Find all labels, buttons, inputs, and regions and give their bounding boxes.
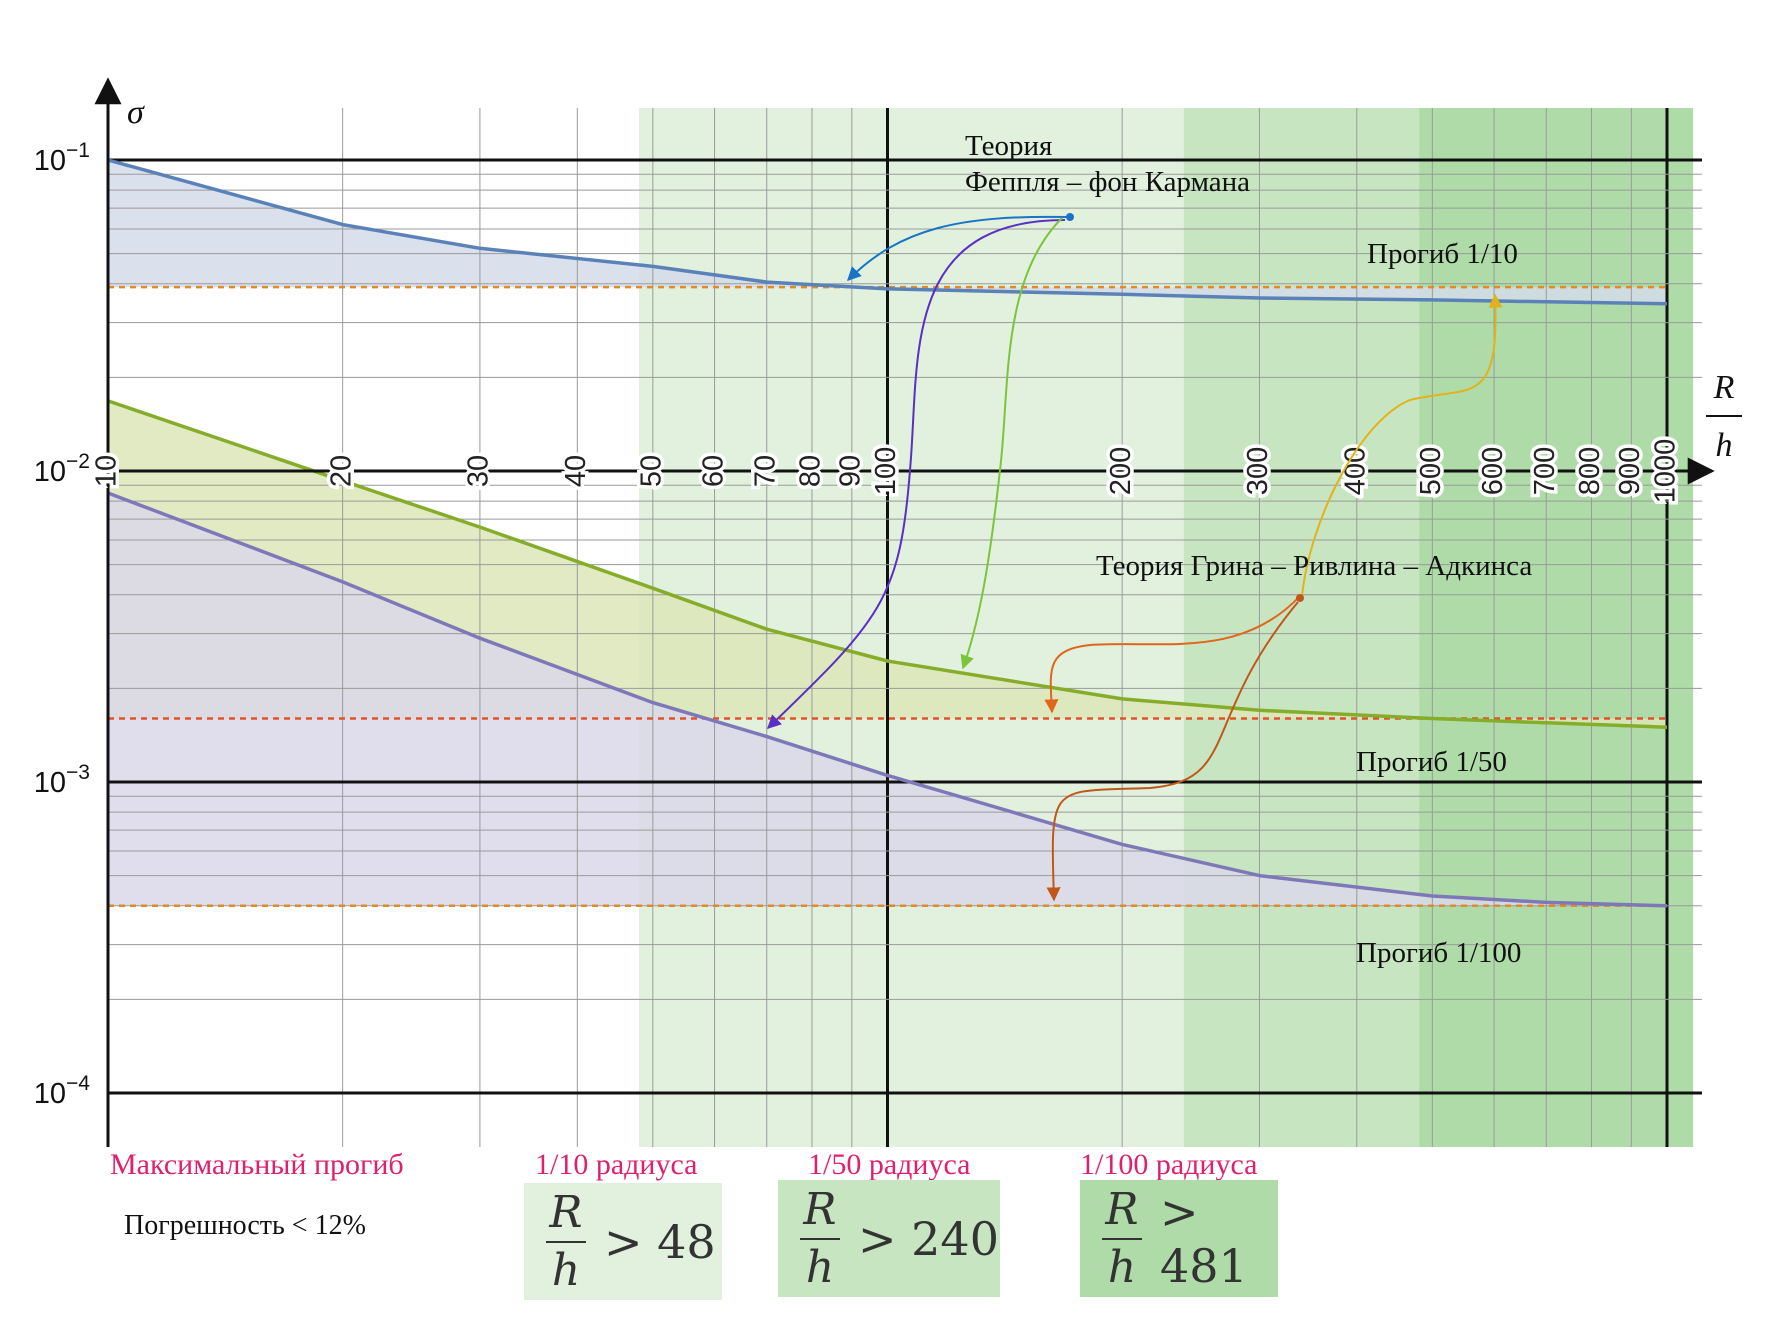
y-tick-label: 10−2 [34, 450, 90, 488]
annotations: Теория Феппля – фон Кармана Теория Грина… [965, 130, 1532, 969]
x-tick-label: 600 [1477, 447, 1509, 495]
x-tick-label: 800 [1574, 447, 1606, 495]
x-tick-label: 200 [1105, 447, 1137, 495]
grin-title: Теория Грина – Ривлина – Адкинса [1096, 550, 1532, 582]
x-axis-label-numerator: R [1713, 369, 1735, 406]
x-tick-label: 90 [834, 455, 866, 487]
fraction-denominator: h [805, 1241, 835, 1293]
formula-fraction: R h [1102, 1183, 1142, 1293]
x-tick-label: 1000 [1650, 439, 1682, 504]
series-line-0 [107, 158, 1668, 306]
x-tick-label: 20 [325, 455, 357, 487]
y-tick-label: 10−1 [34, 139, 90, 177]
y-axis-label: σ [127, 94, 145, 131]
x-tick-label: 100 [870, 447, 902, 495]
arrow-grg-to-1-10 [1301, 293, 1503, 597]
x-tick-label: 300 [1242, 447, 1274, 495]
series-fill-0 [108, 160, 1667, 304]
y-tick-label: 10−4 [34, 1072, 91, 1110]
max-deflection-caption: Максимальный прогиб [110, 1148, 404, 1181]
x-tick-label: 10 [91, 455, 123, 487]
x-tick-label: 60 [697, 455, 729, 487]
label-deflection-1-100: Прогиб 1/100 [1356, 937, 1521, 969]
formula-relation: > 48 [604, 1214, 716, 1269]
x-tick-label: 50 [635, 455, 667, 487]
fvk-title-line2: Феппля – фон Кармана [965, 166, 1250, 198]
formula-relation: > 481 [1160, 1184, 1248, 1293]
fraction-numerator: R [803, 1183, 837, 1235]
x-tick-label: 30 [463, 455, 495, 487]
series-fill-2 [108, 493, 1667, 906]
x-tick-labels: 10 20 30 40 50 60 70 80 90 100 200 300 400 500 600 700 8… [87, 435, 1685, 507]
fvk-title-line1: Теория [965, 130, 1052, 162]
arrow-fvk-to-1-50 [960, 217, 1063, 670]
fraction-bar [800, 1237, 840, 1240]
fraction-bar [1102, 1237, 1142, 1240]
annotation-arrows [766, 213, 1503, 902]
fraction-denominator: h [551, 1244, 581, 1296]
fraction-bar [546, 1240, 586, 1243]
case-caption-1-10: 1/10 радиуса [535, 1148, 698, 1181]
arrow-fvk-to-1-100 [766, 219, 1066, 729]
y-tick-labels: 10−1 10−2 10−3 10−4 [34, 139, 91, 1110]
series-line-2 [107, 491, 1668, 908]
formula-case-1-10: R h > 48 [524, 1183, 722, 1300]
x-tick-label: 80 [795, 455, 827, 487]
label-deflection-1-50: Прогиб 1/50 [1356, 746, 1507, 778]
y-tick-label: 10−3 [34, 761, 90, 799]
arrow-fvk-to-1-10 [847, 215, 1070, 281]
x-tick-label: 900 [1614, 447, 1646, 495]
fraction-numerator: R [1105, 1183, 1139, 1235]
fraction-numerator: R [549, 1186, 583, 1238]
formula-fraction: R h [546, 1186, 586, 1296]
label-deflection-1-10: Прогиб 1/10 [1367, 238, 1518, 270]
error-note: Погрешность < 12% [124, 1210, 366, 1241]
series-lines [107, 158, 1668, 908]
formula-case-1-50: R h > 240 [778, 1180, 1000, 1297]
x-tick-label: 500 [1415, 447, 1447, 495]
x-tick-label: 700 [1529, 447, 1561, 495]
grg-origin-dot [1296, 594, 1304, 602]
case-caption-1-100: 1/100 радиуса [1080, 1148, 1258, 1181]
x-axis-label-denominator: h [1716, 427, 1733, 464]
arrow-grg-to-1-100 [1046, 601, 1299, 902]
case-caption-1-50: 1/50 радиуса [808, 1148, 971, 1181]
region-2 [1419, 108, 1694, 1147]
formula-relation: > 240 [858, 1211, 999, 1266]
fraction-denominator: h [1107, 1241, 1137, 1293]
arrow-grg-to-1-50 [1044, 595, 1301, 714]
formula-case-1-100: R h > 481 [1080, 1180, 1278, 1297]
fvk-origin-dot [1066, 213, 1074, 221]
x-tick-label: 70 [749, 455, 781, 487]
x-tick-label: 40 [560, 455, 592, 487]
axis-symbols: σ R h [127, 94, 1742, 464]
confidence-regions [639, 108, 1694, 1147]
formula-fraction: R h [800, 1183, 840, 1293]
series-line-1 [107, 399, 1668, 729]
